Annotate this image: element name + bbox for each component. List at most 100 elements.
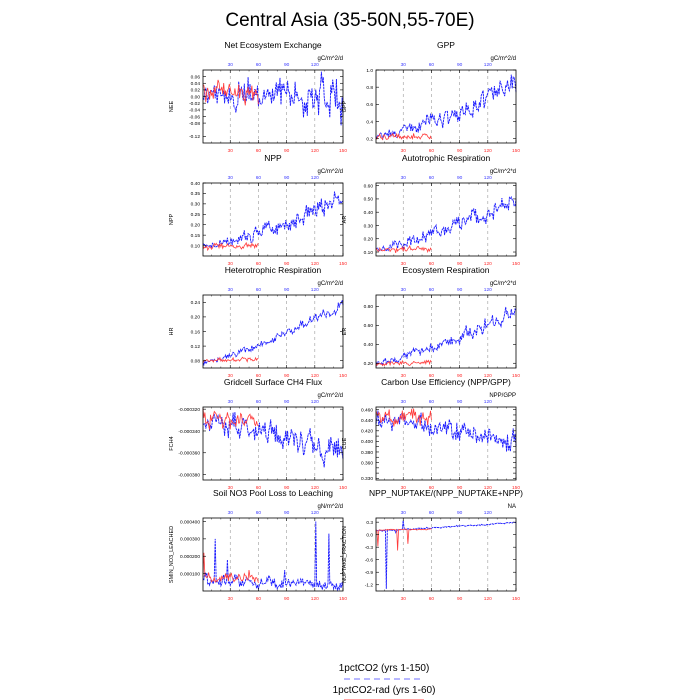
x-tick-label-top: 120 xyxy=(311,399,319,405)
x-tick-label-bottom: 150 xyxy=(339,596,347,602)
y-tick-label: 0.000100 xyxy=(180,571,200,577)
x-tick-label-top: 90 xyxy=(457,287,463,293)
x-tick-label-bottom: 90 xyxy=(284,148,290,154)
panel-0: Net Ecosystem ExchangegC/m^2/d0.060.040.… xyxy=(169,40,347,154)
y-tick-label: 0.20 xyxy=(191,223,201,229)
y-tick-label: 0.60 xyxy=(364,323,374,329)
y-axis-label: SMIN_NO3_LEACHED xyxy=(169,526,175,583)
plot-frame xyxy=(202,406,344,481)
panel-3: Autotrophic Respiration gC/m^2*d 0.10 0.20 0… xyxy=(342,153,520,267)
x-tick-label-top: 30 xyxy=(228,510,234,516)
series-1pctCO2-line xyxy=(202,412,344,468)
panel-units: NA xyxy=(508,504,516,510)
y-axis-label: NEE xyxy=(169,101,175,113)
x-tick-label-top: 120 xyxy=(311,175,319,181)
y-tick-label: 0.0 xyxy=(366,532,373,538)
y-tick-label: 0.000200 xyxy=(180,554,200,560)
x-tick-label-top: 90 xyxy=(284,175,290,181)
panel-2: NPP gC/m^2/d 0.10 0.15 0.20 0.25 0.30 0.35 0.40 3… xyxy=(169,153,347,267)
y-tick-label: 0.10 xyxy=(364,250,374,256)
plot-frame xyxy=(202,182,344,257)
x-tick-label-bottom: 60 xyxy=(429,148,435,154)
series-1pctCO2-line xyxy=(375,306,517,368)
y-axis-label: CUE xyxy=(342,437,348,449)
y-tick-label: -0.12 xyxy=(189,134,200,140)
y-tick-label: 0.400 xyxy=(361,439,373,445)
x-tick-label-bottom: 30 xyxy=(401,148,407,154)
x-tick-label-bottom: 60 xyxy=(429,373,435,379)
y-tick-label: 0.360 xyxy=(361,460,373,466)
x-tick-label-top: 60 xyxy=(256,399,262,405)
plot-frame xyxy=(375,294,517,369)
y-tick-label: 0.25 xyxy=(191,212,201,218)
series-1pctCO2-line xyxy=(202,71,344,126)
x-tick-label-top: 60 xyxy=(429,287,435,293)
x-tick-label-top: 60 xyxy=(256,62,262,68)
y-axis-label: NPP xyxy=(169,214,175,226)
plot-frame xyxy=(375,182,517,257)
y-tick-label: 0.8 xyxy=(366,85,373,91)
x-tick-label-top: 30 xyxy=(228,62,234,68)
x-tick-label-top: 120 xyxy=(484,510,492,516)
x-tick-label-top: 60 xyxy=(429,399,435,405)
y-tick-label: -0.000340 xyxy=(178,429,200,435)
y-tick-label: 0.460 xyxy=(361,407,373,413)
y-tick-label: 0.80 xyxy=(364,304,374,310)
panel-units: gC/m^2*d xyxy=(490,169,516,175)
y-tick-label: 0.15 xyxy=(191,233,201,239)
panel-title: NPP_NUPTAKE/(NPP_NUPTAKE+NPP) xyxy=(369,488,523,498)
x-tick-label-top: 60 xyxy=(429,175,435,181)
series-1pctCO2-line xyxy=(375,74,517,140)
panel-7: Carbon Use Efficiency (NPP/GPP) NPP/GPP 0.… xyxy=(342,377,520,491)
plot-frame xyxy=(202,69,344,144)
x-tick-label-bottom: 90 xyxy=(457,485,463,491)
series-1pctCO2-rad-line xyxy=(375,244,432,254)
series-1pctCO2-line xyxy=(202,521,344,592)
y-tick-label: 0.12 xyxy=(191,344,201,350)
y-tick-label: -0.06 xyxy=(189,114,200,120)
series-1pctCO2-rad-line xyxy=(375,528,432,551)
x-tick-label-top: 60 xyxy=(429,510,435,516)
x-tick-label-top: 120 xyxy=(484,62,492,68)
x-tick-label-bottom: 90 xyxy=(284,373,290,379)
x-tick-label-bottom: 90 xyxy=(284,596,290,602)
x-tick-label-top: 30 xyxy=(401,510,407,516)
panel-title: Net Ecosystem Exchange xyxy=(224,40,322,50)
y-tick-label: 0.50 xyxy=(364,197,374,203)
y-tick-label: -0.000380 xyxy=(178,472,200,478)
x-tick-label-bottom: 120 xyxy=(484,596,492,602)
y-tick-label: 0.420 xyxy=(361,429,373,435)
y-tick-label: 0.20 xyxy=(364,237,374,243)
y-tick-label: 0.6 xyxy=(366,102,373,108)
plot-frame xyxy=(375,517,517,592)
y-axis-label: GPP xyxy=(342,100,348,112)
x-tick-label-bottom: 30 xyxy=(401,596,407,602)
x-tick-label-top: 30 xyxy=(228,399,234,405)
x-tick-label-top: 30 xyxy=(401,62,407,68)
x-tick-label-bottom: 90 xyxy=(457,148,463,154)
x-tick-label-bottom: 30 xyxy=(228,485,234,491)
y-tick-label: 0.04 xyxy=(191,81,201,87)
panel-units: gC/m^2/d xyxy=(491,56,517,62)
x-tick-label-bottom: 90 xyxy=(457,373,463,379)
x-tick-label-bottom: 150 xyxy=(339,485,347,491)
x-tick-label-bottom: 60 xyxy=(256,148,262,154)
x-tick-label-bottom: 120 xyxy=(311,596,319,602)
y-tick-label: -1.2 xyxy=(365,583,374,589)
x-tick-label-top: 30 xyxy=(401,399,407,405)
series-1pctCO2-line xyxy=(375,410,517,452)
x-tick-label-bottom: 120 xyxy=(311,148,319,154)
plot-frame xyxy=(202,517,344,592)
x-tick-label-bottom: 150 xyxy=(339,261,347,267)
x-tick-label-bottom: 30 xyxy=(401,373,407,379)
x-tick-label-top: 90 xyxy=(284,62,290,68)
x-tick-label-top: 120 xyxy=(484,175,492,181)
x-tick-label-top: 120 xyxy=(311,510,319,516)
y-axis-label: HR xyxy=(169,328,175,336)
y-tick-label: 1.0 xyxy=(366,68,373,74)
y-tick-label: 0.40 xyxy=(191,181,201,187)
y-tick-label: 0.000300 xyxy=(180,537,200,543)
x-tick-label-bottom: 150 xyxy=(512,373,520,379)
series-1pctCO2-line xyxy=(202,300,344,367)
y-tick-label: 0.20 xyxy=(191,315,201,321)
